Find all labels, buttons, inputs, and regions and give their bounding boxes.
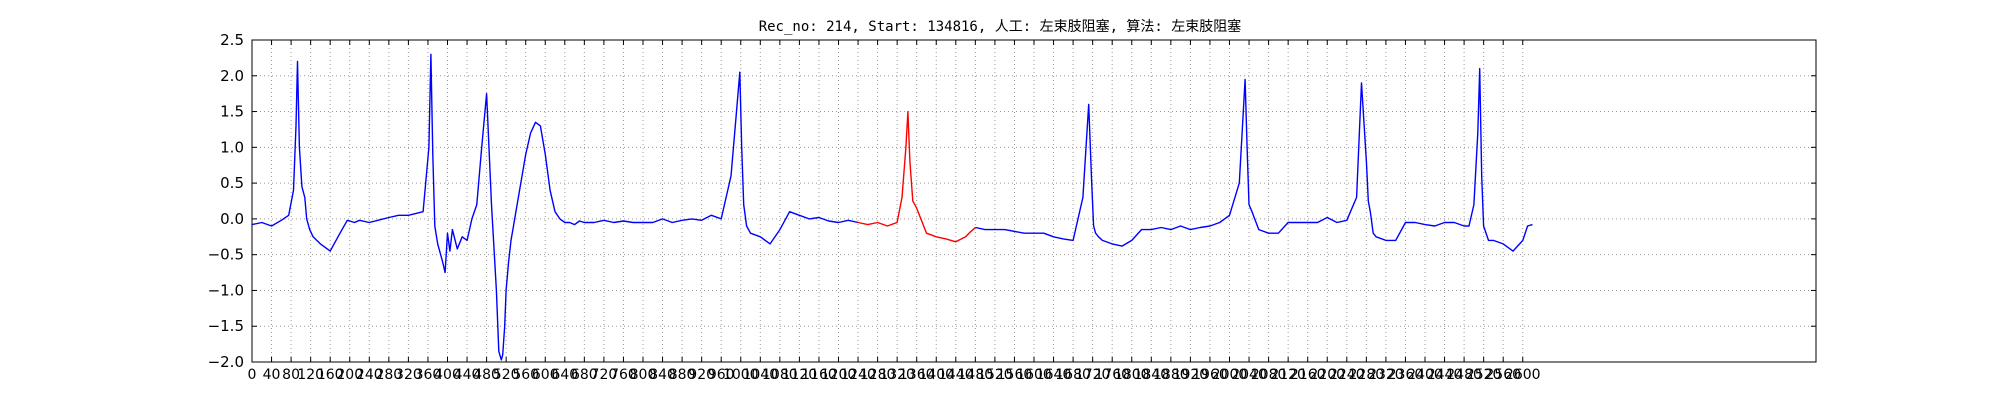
x-tick-label: 1360: [899, 367, 935, 383]
x-tick-label: 2120: [1270, 367, 1306, 383]
x-tick-label: 1120: [782, 367, 818, 383]
y-tick-label: 0.5: [220, 174, 244, 192]
x-tick-label: 2360: [1388, 367, 1424, 383]
x-tick-label: 2080: [1251, 367, 1287, 383]
x-tick-label: 40: [263, 367, 281, 383]
x-tick-label: 1400: [918, 367, 954, 383]
x-tick-label: 200: [336, 367, 363, 383]
y-tick-label: 0.0: [220, 210, 244, 228]
x-tick-label: 2440: [1427, 367, 1463, 383]
x-tick-label: 720: [591, 367, 618, 383]
x-tick-label: 520: [493, 367, 520, 383]
x-tick-label: 1640: [1036, 367, 1072, 383]
x-tick-label: 1480: [958, 367, 994, 383]
x-tick-label: 640: [551, 367, 578, 383]
x-tick-label: 1240: [840, 367, 876, 383]
x-tick-label: 1920: [1173, 367, 1209, 383]
x-tick-label: 960: [708, 367, 735, 383]
x-tick-label: 680: [571, 367, 598, 383]
x-tick-label: 1000: [723, 367, 759, 383]
x-tick-label: 1720: [1075, 367, 1111, 383]
x-tick-label: 560: [512, 367, 539, 383]
y-tick-label: 1.5: [220, 103, 244, 121]
ecg-series-0: [251, 53, 859, 361]
axes-frame: [251, 39, 1817, 363]
x-tick-label: 1560: [997, 367, 1033, 383]
x-tick-label: 920: [688, 367, 715, 383]
x-tick-label: 2320: [1368, 367, 1404, 383]
x-tick-label: 2160: [1290, 367, 1326, 383]
x-tick-label: 440: [454, 367, 481, 383]
x-tick-label: 1320: [879, 367, 915, 383]
x-tick-label: 880: [669, 367, 696, 383]
x-tick-label: 240: [356, 367, 383, 383]
y-tick-label: 2.5: [220, 31, 244, 49]
x-tick-label: 1520: [977, 367, 1013, 383]
x-tick-label: 1880: [1153, 367, 1189, 383]
x-tick-label: 480: [473, 367, 500, 383]
x-tick-label: 2240: [1329, 367, 1365, 383]
x-tick-label: 760: [610, 367, 637, 383]
y-tick-label: −1.0: [208, 281, 244, 299]
x-tick-label: 1840: [1133, 367, 1169, 383]
x-tick-label: 160: [317, 367, 344, 383]
x-tick-label: 2520: [1466, 367, 1502, 383]
y-tick-label: −0.5: [208, 246, 244, 264]
x-tick-label: 320: [395, 367, 422, 383]
x-tick-label: 80: [282, 367, 300, 383]
x-tick-label: 1440: [938, 367, 974, 383]
ecg-series-2: [975, 67, 1533, 252]
x-tick-label: 2200: [1309, 367, 1345, 383]
x-tick-label: 280: [375, 367, 402, 383]
y-tick-label: −2.0: [208, 353, 244, 371]
x-tick-label: 600: [532, 367, 559, 383]
x-tick-label: 1200: [821, 367, 857, 383]
x-tick-label: 840: [649, 367, 676, 383]
x-tick-label: 1960: [1192, 367, 1228, 383]
x-tick-label: 1680: [1055, 367, 1091, 383]
x-tick-label: 2000: [1212, 367, 1248, 383]
y-tick-label: 1.0: [220, 138, 244, 156]
x-tick-label: 1760: [1094, 367, 1130, 383]
ecg-series-highlight: [857, 110, 976, 243]
x-tick-label: 1600: [1016, 367, 1052, 383]
x-tick-label: 2400: [1407, 367, 1443, 383]
x-tick-label: 2040: [1231, 367, 1267, 383]
x-tick-label: 2480: [1446, 367, 1482, 383]
x-tick-label: 800: [630, 367, 657, 383]
x-tick-label: 2560: [1485, 367, 1521, 383]
x-tick-label: 0: [248, 367, 257, 383]
y-tick-label: 2.0: [220, 67, 244, 85]
x-tick-label: 1800: [1114, 367, 1150, 383]
x-tick-label: 1040: [742, 367, 778, 383]
chart-title: Rec_no: 214, Start: 134816, 人工: 左束肢阻塞, 算…: [758, 19, 1242, 35]
x-tick-label: 1080: [762, 367, 798, 383]
x-tick-label: 2600: [1505, 367, 1541, 383]
x-tick-label: 400: [434, 367, 461, 383]
x-tick-label: 360: [415, 367, 442, 383]
x-tick-label: 120: [297, 367, 324, 383]
x-tick-label: 2280: [1349, 367, 1385, 383]
y-tick-label: −1.5: [208, 317, 244, 335]
x-tick-label: 1160: [801, 367, 837, 383]
x-tick-label: 1280: [860, 367, 896, 383]
